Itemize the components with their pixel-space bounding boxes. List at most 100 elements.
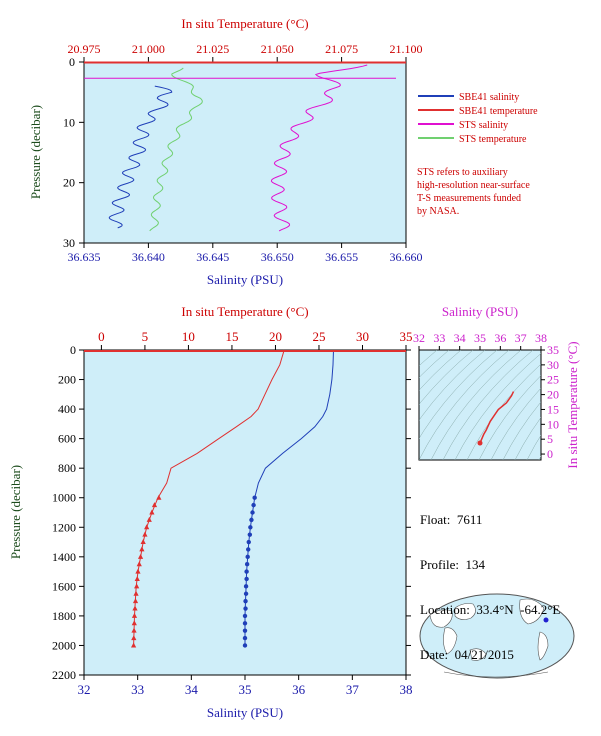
temperature-marker (134, 583, 140, 589)
salinity-marker (244, 576, 249, 582)
date: Date: 04/21/2015 (420, 647, 514, 662)
ts-right-tick-label: 20 (547, 388, 559, 402)
full-profile-top-tick-label: 30 (356, 329, 369, 344)
salinity-marker (246, 539, 251, 545)
full-profile-series-line (133, 349, 285, 646)
ts-right-axis-label: In situ Temperature (°C) (565, 341, 580, 468)
ts-density-contour (430, 350, 522, 460)
salinity-marker (244, 562, 250, 567)
ts-density-contour (442, 350, 534, 460)
full-profile-bottom-tick-label: 36 (292, 682, 306, 697)
ts-top-tick-label: 38 (535, 331, 547, 345)
float-info: Float: 7611 Profile: 134 Location: 33.4°… (420, 482, 560, 677)
near-surface-bottom-tick-label: 36.660 (390, 250, 423, 264)
ts-density-contour (478, 375, 541, 460)
ts-series-line (479, 391, 515, 444)
salinity-marker (243, 584, 249, 589)
temperature-marker (131, 635, 137, 641)
full-profile-bottom-tick-label: 35 (239, 682, 252, 697)
ts-right-tick-label: 30 (547, 358, 559, 372)
near-surface-series (84, 61, 406, 232)
near-surface-y-tick-label: 20 (63, 176, 75, 190)
salinity-marker (243, 598, 248, 604)
temperature-marker (131, 627, 137, 633)
salinity-marker (246, 547, 251, 552)
full-profile-bottom-tick-label: 34 (185, 682, 199, 697)
ts-density-contour (419, 350, 438, 367)
ts-right-tick-label: 35 (547, 343, 559, 357)
near-surface-y-axis-label: Pressure (decibar) (28, 105, 43, 199)
full-profile-bottom-tick-label: 37 (346, 682, 360, 697)
temperature-marker (136, 561, 142, 567)
temperature-marker (135, 568, 141, 574)
near-surface-series-line (270, 64, 368, 232)
near-surface-top-tick-label: 20.975 (68, 42, 101, 56)
temperature-marker (139, 546, 145, 552)
full-profile-top-tick-label: 25 (312, 329, 325, 344)
full-profile-series (84, 349, 406, 648)
ts-density-contour (419, 350, 510, 460)
temperature-marker (131, 642, 137, 648)
full-profile-y-tick-label: 0 (70, 343, 76, 357)
ts-series (477, 391, 515, 446)
full-profile-ticks: 32 33 34 35 36 37 38 0 5 10 15 20 25 30 35 0 200 400 600 80… (52, 329, 413, 697)
temperature-marker (140, 539, 146, 545)
sts-note-line: T-S measurements funded (417, 193, 522, 204)
full-profile-y-tick-label: 600 (58, 432, 76, 446)
near-surface-y-tick-label: 30 (63, 236, 75, 250)
near-surface-plot-area (83, 61, 407, 244)
full-profile-y-tick-label: 800 (58, 461, 76, 475)
legend-label: SBE41 salinity (459, 92, 519, 103)
ts-top-tick-label: 33 (433, 331, 445, 345)
near-surface-top-tick-label: 21.000 (132, 42, 165, 56)
near-surface-series-line (149, 67, 203, 232)
ts-density-contour (419, 350, 486, 421)
temperature-marker (132, 598, 139, 604)
temperature-marker (149, 509, 155, 515)
near-surface-panel: In situ Temperature (°C) Salinity (PSU) … (28, 16, 538, 287)
full-profile-top-tick-label: 10 (182, 329, 195, 344)
full-profile-y-tick-label: 1200 (52, 520, 76, 534)
ts-right-tick-label: 10 (547, 417, 559, 431)
temperature-marker (142, 531, 148, 537)
ts-density-contour (419, 350, 462, 391)
temperature-marker (146, 516, 152, 522)
ts-density-contour (454, 353, 541, 460)
ts-density-contour (419, 350, 450, 378)
sts-note-line: by NASA. (417, 206, 460, 217)
salinity-marker (242, 628, 248, 633)
legend-label: STS temperature (459, 134, 527, 145)
temperature-marker (151, 502, 158, 508)
near-surface-legend: SBE41 salinity SBE41 temperature STS salin… (418, 92, 538, 145)
full-profile-top-tick-label: 35 (400, 329, 413, 344)
near-surface-top-tick-label: 21.100 (390, 42, 423, 56)
ts-density-contour (466, 363, 541, 460)
ts-top-axis-label: Salinity (PSU) (442, 304, 518, 319)
full-profile-bottom-tick-label: 32 (78, 682, 91, 697)
temperature-marker (131, 620, 137, 626)
near-surface-bottom-tick-label: 36.640 (132, 250, 165, 264)
near-surface-bottom-tick-label: 36.645 (196, 250, 229, 264)
full-profile-panel: In situ Temperature (°C) Salinity (PSU) … (8, 304, 413, 720)
map-land-south-america (537, 631, 549, 661)
salinity-marker (242, 643, 248, 648)
ts-density-contour (502, 401, 541, 460)
map-land-europe (429, 609, 453, 628)
legend-label: STS salinity (459, 120, 508, 131)
float-id: Float: 7611 (420, 512, 483, 527)
salinity-marker (251, 502, 256, 508)
salinity-marker (244, 569, 249, 574)
ts-series-end-marker (477, 440, 483, 446)
ts-density-contour (526, 434, 541, 460)
map-land-asia (454, 603, 476, 620)
full-profile-top-tick-label: 5 (142, 329, 149, 344)
near-surface-top-axis-label: In situ Temperature (°C) (181, 16, 308, 31)
full-profile-y-tick-label: 400 (58, 402, 76, 416)
near-surface-y-tick-label: 0 (69, 55, 75, 69)
salinity-marker (243, 606, 248, 611)
near-surface-bottom-tick-label: 36.655 (325, 250, 358, 264)
salinity-marker (242, 635, 248, 641)
ts-density-contour (514, 417, 541, 460)
